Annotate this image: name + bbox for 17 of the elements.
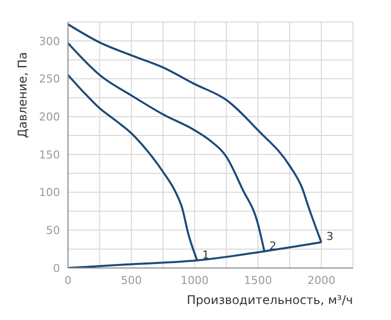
y-tick-label: 0 — [53, 262, 60, 275]
annotation: 3 — [326, 230, 334, 244]
x-tick-label: 2000 — [307, 274, 336, 287]
x-tick-label: 500 — [120, 274, 142, 287]
y-tick-label: 50 — [46, 224, 60, 238]
annotation: 1 — [202, 248, 210, 262]
y-tick-label: 300 — [39, 34, 60, 48]
x-tick-label: 1500 — [244, 274, 272, 287]
x-tick-label: 0 — [64, 274, 72, 287]
x-tick-label: 1000 — [180, 274, 209, 287]
x-axis-title: Производительность, м³/ч — [186, 293, 353, 307]
y-tick-label: 150 — [39, 148, 60, 162]
annotation: 2 — [269, 239, 276, 252]
y-tick-label: 250 — [39, 72, 60, 86]
y-tick-label: 200 — [39, 110, 60, 124]
y-axis-title: Давление, Па — [15, 52, 30, 138]
y-tick-label: 100 — [39, 186, 60, 200]
